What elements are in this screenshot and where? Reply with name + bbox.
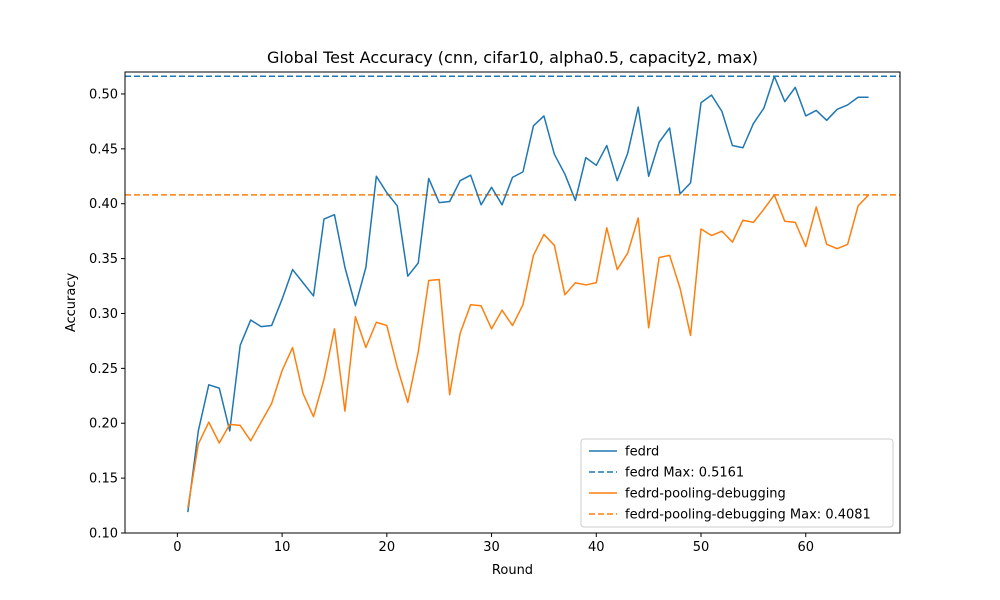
- x-tick-label: 10: [274, 540, 291, 555]
- series-line-0: [187, 75, 869, 513]
- axes-frame: [124, 71, 901, 534]
- legend-label-3: fedrd-pooling-debugging Max: 0.4081: [625, 508, 871, 523]
- x-tick-label: 60: [797, 540, 814, 555]
- chart-title: Global Test Accuracy (cnn, cifar10, alph…: [267, 48, 758, 67]
- y-tick-label: 0.30: [89, 307, 118, 322]
- y-axis-ticks: 0.10 0.15 0.20 0.25 0.30 0.35 0.40 0.45 0.50: [89, 87, 125, 542]
- y-tick-label: 0.45: [89, 142, 118, 157]
- x-axis-label: Round: [492, 563, 533, 578]
- x-tick-label: 50: [693, 540, 710, 555]
- y-tick-label: 0.40: [89, 197, 118, 212]
- x-tick-label: 40: [588, 540, 605, 555]
- legend-box: [580, 438, 894, 528]
- y-tick-label: 0.35: [89, 252, 118, 267]
- plot-area: [125, 75, 900, 513]
- series-line-1: [187, 194, 870, 508]
- x-tick-label: 0: [173, 540, 181, 555]
- y-tick-label: 0.50: [89, 87, 118, 102]
- y-tick-label: 0.25: [89, 362, 118, 377]
- legend-label-0: fedrd: [625, 445, 659, 460]
- x-tick-label: 20: [379, 540, 396, 555]
- legend: fedrd fedrd Max: 0.5161 fedrd-pooling-debu…: [580, 438, 894, 528]
- y-axis-label: Accuracy: [64, 273, 79, 333]
- x-axis-ticks: 0 10 20 30 40 50 60: [173, 533, 814, 555]
- y-tick-label: 0.20: [89, 417, 118, 432]
- legend-label-1: fedrd Max: 0.5161: [625, 466, 744, 481]
- y-tick-label: 0.15: [89, 472, 118, 487]
- legend-label-2: fedrd-pooling-debugging: [625, 487, 786, 502]
- x-tick-label: 30: [483, 540, 500, 555]
- y-tick-label: 0.10: [89, 527, 118, 542]
